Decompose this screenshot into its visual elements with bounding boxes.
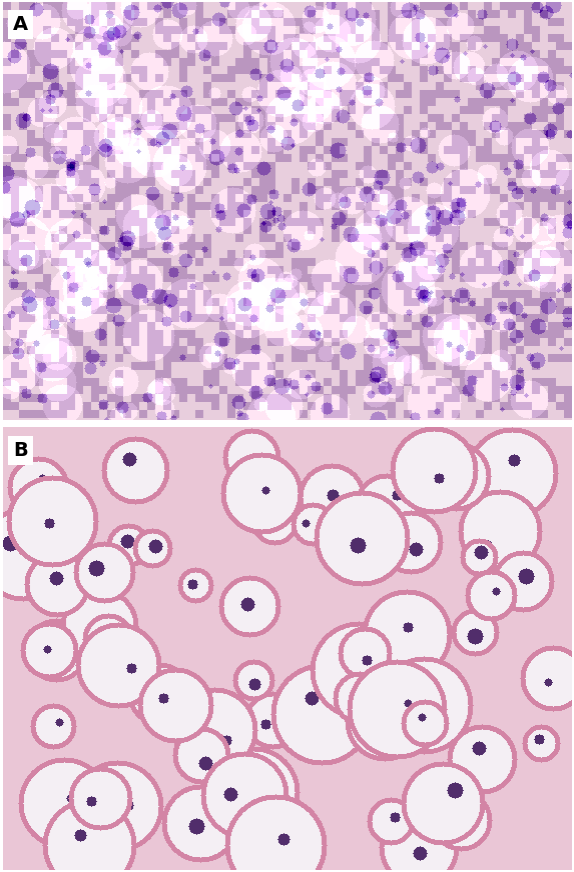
- Text: A: A: [13, 15, 28, 34]
- Text: B: B: [13, 440, 28, 460]
